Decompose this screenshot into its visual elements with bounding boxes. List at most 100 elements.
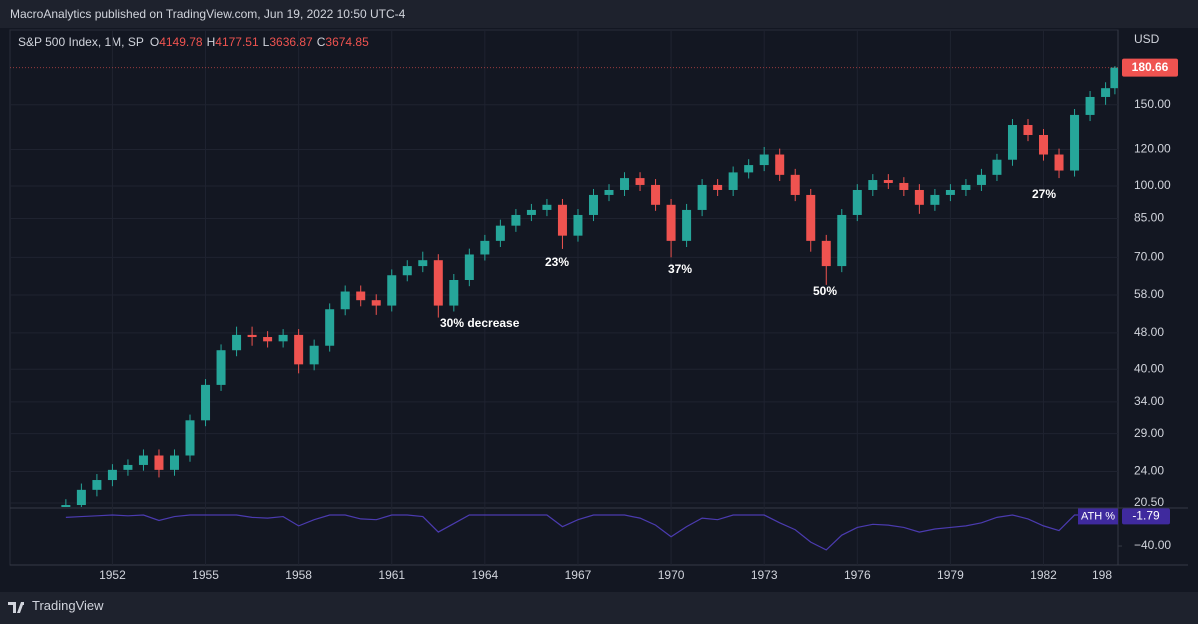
x-tick-label: 1973: [751, 568, 778, 582]
annotation: 50%: [813, 284, 837, 298]
candle-body: [651, 184, 661, 205]
candle-body: [976, 174, 986, 185]
y-tick-label: 70.00: [1134, 249, 1164, 263]
candle-body: [775, 154, 785, 175]
candle-body: [635, 178, 645, 185]
x-tick-label: 1952: [99, 568, 126, 582]
ohlc-label: O: [149, 35, 160, 49]
currency: USD: [1134, 32, 1160, 46]
candle-body: [325, 309, 335, 346]
candle-body: [123, 464, 133, 470]
candle-body: [744, 165, 754, 173]
y-tick-label: 120.00: [1134, 142, 1171, 156]
candle-body: [1023, 125, 1033, 135]
candle-body: [542, 204, 552, 210]
candle-body: [495, 225, 505, 241]
value-badge: [1122, 508, 1170, 525]
candle-body: [666, 204, 676, 241]
x-tick-label: 1976: [844, 568, 871, 582]
ohlc-value: 3674.85: [325, 35, 369, 49]
candle-body: [216, 350, 226, 385]
x-tick-label: 1967: [565, 568, 592, 582]
pane-border: [9, 29, 1119, 566]
candle-body: [201, 384, 211, 421]
candle-body: [1007, 125, 1017, 160]
y-tick-label: −40.00: [1134, 538, 1171, 552]
candle-body: [1085, 96, 1095, 115]
x-tick-label: 1982: [1030, 568, 1057, 582]
ohlc-value: 3636.87: [269, 35, 313, 49]
candle-body: [61, 505, 71, 507]
candle-body: [278, 334, 288, 342]
candle-body: [759, 154, 769, 166]
candle-body: [883, 180, 893, 183]
candle-body: [511, 214, 521, 226]
y-tick-label: 150.00: [1134, 97, 1171, 111]
x-tick-label: 1958: [285, 568, 312, 582]
candle-body: [433, 260, 443, 306]
candle-body: [402, 266, 412, 276]
ohlc-label: C: [316, 35, 326, 49]
byline: MacroAnalytics published on TradingView.…: [10, 7, 406, 21]
x-tick-label: 198: [1092, 568, 1112, 582]
candle-body: [1039, 134, 1049, 155]
candle-body: [1054, 154, 1064, 171]
candle-body: [573, 214, 583, 236]
y-tick-label: 58.00: [1134, 287, 1164, 301]
candle-body: [992, 159, 1002, 175]
candle-body: [914, 189, 924, 205]
y-tick-label: 100.00: [1134, 178, 1171, 192]
y-tick-label: 40.00: [1134, 361, 1164, 375]
candle-body: [821, 240, 831, 267]
price-badge-label: 180.66: [1132, 60, 1169, 74]
candle-body: [852, 189, 862, 215]
x-tick-label: 1970: [658, 568, 685, 582]
ohlc-value: 4177.51: [215, 35, 259, 49]
candle-body: [806, 194, 816, 241]
candle-body: [728, 172, 738, 190]
candle-body: [154, 455, 164, 470]
candle-body: [371, 300, 381, 306]
candle-body: [356, 291, 366, 301]
y-tick-label: 34.00: [1134, 394, 1164, 408]
candle-body: [1070, 114, 1080, 171]
candle-body: [294, 334, 304, 365]
annotation: 27%: [1032, 187, 1056, 201]
candle-body: [620, 178, 630, 190]
x-tick-label: 1964: [472, 568, 499, 582]
indicator: [65, 514, 1115, 551]
candle-body: [557, 204, 567, 236]
candle-body: [930, 194, 940, 205]
ohlc-label: H: [206, 35, 216, 49]
price-badge: [1122, 58, 1178, 77]
candle-body: [92, 480, 102, 490]
candle-body: [868, 180, 878, 190]
candle-body: [107, 469, 117, 481]
y-tick-label: 24.00: [1134, 464, 1164, 478]
candle-body: [340, 291, 350, 310]
candle-body: [309, 345, 319, 365]
candle-body: [232, 334, 242, 351]
candle-body: [138, 455, 148, 465]
publish-bar: MacroAnalytics published on TradingView.…: [0, 0, 1198, 28]
x-tick-label: 1961: [378, 568, 405, 582]
ath-line: [65, 514, 1115, 551]
value-badge-label: -1.79: [1132, 509, 1160, 523]
annotation: 37%: [668, 262, 692, 276]
annotation: 23%: [545, 255, 569, 269]
candle-body: [387, 275, 397, 306]
candle-body: [713, 184, 723, 190]
series-name-badge: [1078, 508, 1118, 525]
brand: TradingView: [32, 598, 104, 613]
candle-body: [697, 184, 707, 210]
candle-body: [480, 240, 490, 255]
candle-body: [899, 182, 909, 190]
candle-body: [682, 209, 692, 241]
candle-body: [526, 209, 536, 215]
candle-body: [76, 489, 86, 506]
candle-body: [1110, 67, 1118, 89]
y-tick-label: 85.00: [1134, 211, 1164, 225]
footer: TradingView: [0, 592, 1198, 624]
candle-body: [185, 420, 195, 456]
